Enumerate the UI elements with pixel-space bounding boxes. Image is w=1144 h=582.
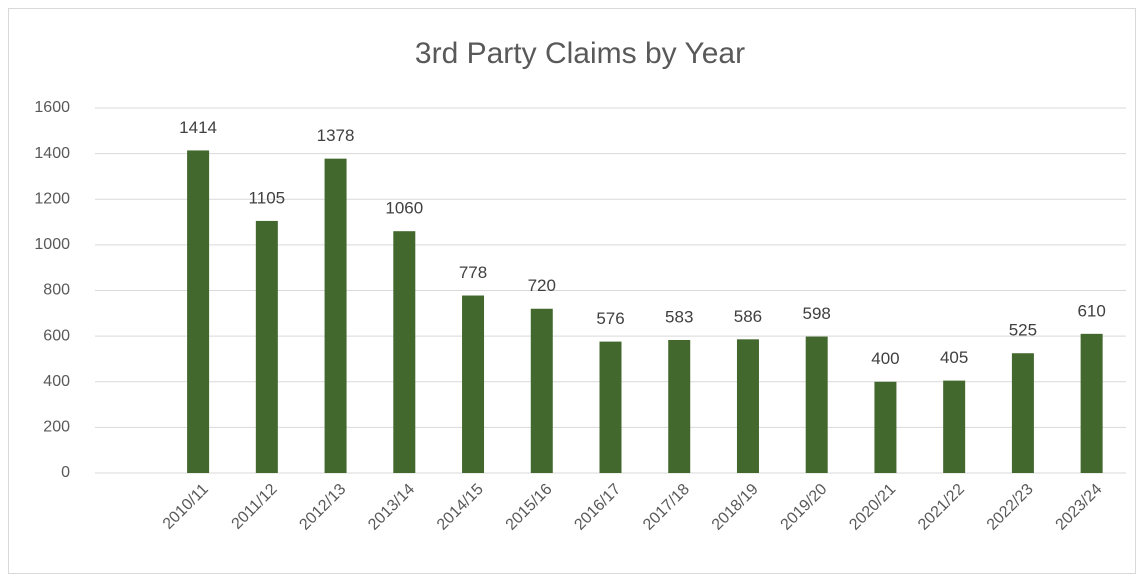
data-label: 720	[528, 276, 556, 295]
data-label: 1414	[179, 118, 217, 137]
data-label: 1060	[385, 199, 423, 218]
bar	[462, 295, 485, 473]
y-tick-label: 1600	[34, 99, 70, 116]
y-tick-label: 400	[43, 373, 70, 390]
y-tick-label: 800	[43, 282, 70, 299]
y-tick-label: 200	[43, 419, 70, 436]
bar	[943, 380, 966, 473]
y-tick-label: 1000	[34, 236, 70, 253]
data-label: 576	[596, 309, 624, 328]
data-label: 610	[1077, 301, 1105, 320]
data-label: 525	[1009, 321, 1037, 340]
y-tick-label: 1200	[34, 190, 70, 207]
data-label: 583	[665, 307, 693, 326]
bar	[668, 340, 691, 473]
data-label: 778	[459, 263, 487, 282]
data-label: 405	[940, 348, 968, 367]
bar	[530, 308, 553, 473]
bar	[874, 381, 897, 473]
bar	[255, 220, 278, 473]
data-label: 1105	[249, 188, 286, 207]
chart-title: 3rd Party Claims by Year	[415, 37, 745, 70]
bar	[736, 339, 759, 473]
bar	[393, 231, 416, 473]
bar	[324, 158, 347, 474]
bar	[805, 336, 828, 473]
bar	[187, 150, 210, 473]
bar	[599, 341, 622, 473]
data-label: 586	[734, 307, 762, 326]
bar	[1080, 333, 1103, 473]
y-tick-label: 0	[61, 464, 70, 481]
data-label: 598	[803, 304, 831, 323]
bar	[1011, 353, 1034, 473]
data-label: 1378	[317, 126, 355, 145]
data-label: 400	[871, 349, 899, 368]
y-tick-label: 600	[43, 327, 70, 344]
y-tick-label: 1400	[34, 145, 70, 162]
